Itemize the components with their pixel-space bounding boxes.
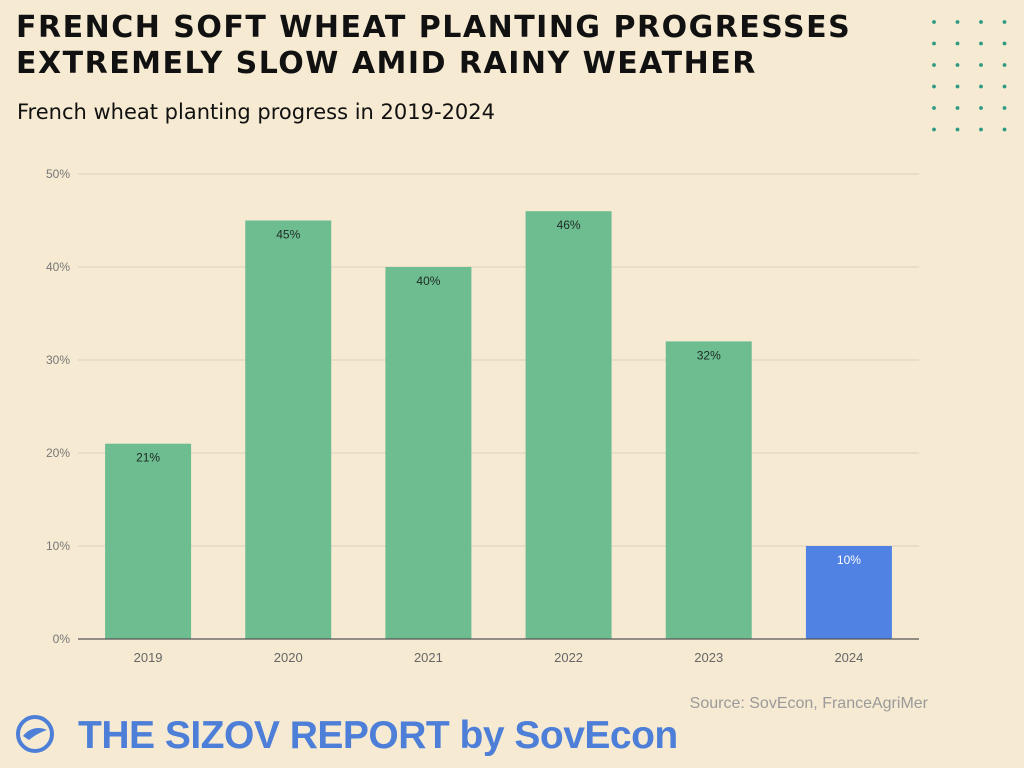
decorative-dot [955,41,960,46]
decorative-dot [1002,41,1007,46]
decorative-dot [979,106,983,110]
decorative-dot [932,63,936,67]
decorative-dot-grid [932,20,1007,132]
decorative-dot [1002,84,1007,89]
source-note: Source: SovEcon, FranceAgriMer [689,695,928,712]
y-tick-label: 30% [46,353,70,367]
data-label-2019: 21% [136,451,160,465]
brand-name: THE SIZOV REPORT by SovEcon [78,714,678,757]
decorative-dot [1002,127,1007,132]
sovecon-logo-icon [16,715,54,753]
decorative-dot [979,63,983,67]
decorative-dot [955,106,960,110]
y-tick-label: 20% [46,446,70,460]
chart-subtitle: French wheat planting progress in 2019-2… [17,100,496,124]
bar-2024 [805,546,892,639]
decorative-dot [1002,20,1007,24]
decorative-dot [932,41,936,46]
x-tick-label-2022: 2022 [554,650,583,665]
y-tick-label: 10% [46,539,70,553]
decorative-dot [955,127,960,132]
chart-gridlines [78,173,919,547]
decorative-dot [1002,63,1007,67]
data-label-2023: 32% [697,348,721,362]
decorative-dot [979,41,983,46]
decorative-dot [932,127,936,132]
bar-2020 [245,220,332,639]
y-tick-label: 0% [53,632,71,646]
data-label-2021: 40% [416,274,440,288]
x-tick-label-2024: 2024 [834,650,863,665]
decorative-dot [979,20,983,24]
decorative-dot [932,106,936,110]
x-tick-label-2020: 2020 [274,650,303,665]
bar-2023 [665,341,752,639]
bar-2019 [105,443,192,639]
decorative-dot [955,84,960,89]
data-label-2020: 45% [276,228,300,242]
title-line-2: EXTREMELY SLOW AMID RAINY WEATHER [16,46,757,81]
x-axis-ticks: 2019 2020 2021 2022 2023 2024 [134,650,864,665]
bar-chart: 0% 10% 20% 30% 40% 50% 21% 45% 40% 46% 32% 10% 201… [46,167,919,665]
chart-title: FRENCH SOFT WHEAT PLANTING PROGRESSES EX… [16,10,851,82]
chart-bars [105,211,892,639]
y-axis-ticks: 0% 10% 20% 30% 40% 50% [46,167,70,646]
y-tick-label: 50% [46,167,70,181]
decorative-dot [955,63,960,67]
data-label-2022: 46% [557,218,581,232]
bar-2022 [525,211,612,639]
x-tick-label-2021: 2021 [414,650,443,665]
decorative-dot [955,20,960,24]
decorative-dot [1002,106,1007,110]
y-tick-label: 40% [46,260,70,274]
decorative-dot [979,127,983,132]
bar-data-labels: 21% 45% 40% 46% 32% 10% [136,218,861,567]
bar-2021 [385,267,472,639]
decorative-dot [979,84,983,89]
decorative-dot [932,20,936,24]
data-label-2024: 10% [837,553,861,567]
title-line-1: FRENCH SOFT WHEAT PLANTING PROGRESSES [16,10,852,45]
decorative-dot [932,84,936,89]
x-tick-label-2019: 2019 [134,650,163,665]
x-tick-label-2023: 2023 [694,650,723,665]
